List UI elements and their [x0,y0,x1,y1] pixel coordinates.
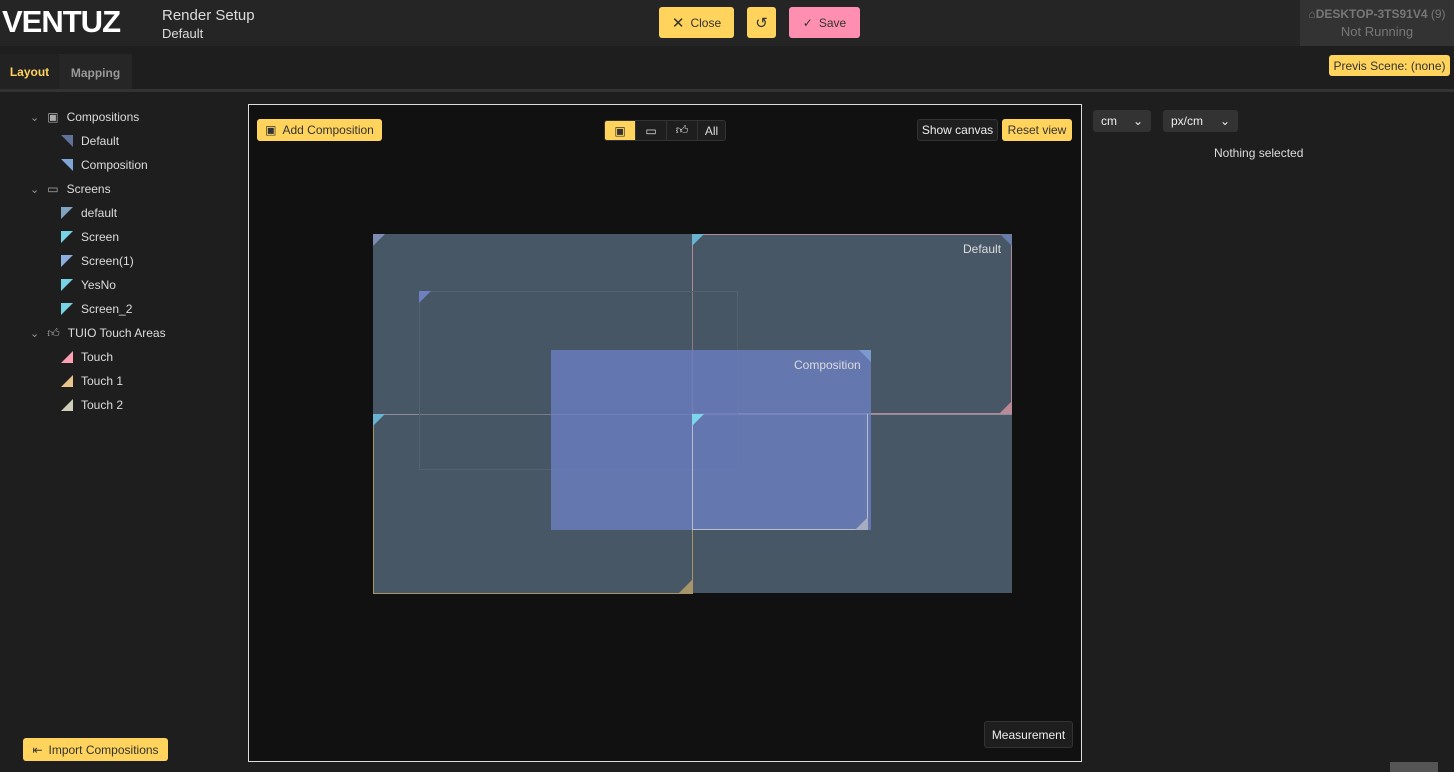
image-icon: ▣ [265,123,277,137]
color-swatch-icon [61,231,73,243]
color-swatch-icon [61,351,73,363]
chevron-down-icon: ⌄ [1132,114,1143,128]
tree-group-compositions[interactable]: ⌄ ▣ Compositions [30,110,140,124]
corner-marker [419,291,431,303]
chevron-down-icon[interactable]: ⌄ [30,183,40,196]
color-swatch-icon [61,303,73,315]
ventuz-logo: VENTUZ [2,4,121,39]
corner-marker [999,401,1012,414]
home-icon: ⌂ [1308,7,1316,21]
color-swatch-icon [61,207,73,219]
undo-button[interactable]: ↺ [747,7,776,38]
import-compositions-button[interactable]: ⇤ Import Compositions [23,738,168,761]
tree-group-screens[interactable]: ⌄ ▭ Screens [30,182,111,196]
corner-marker [859,350,871,362]
machine-status[interactable]: ⌂DESKTOP-3TS91V4 (9) Not Running [1300,0,1454,46]
tree-item[interactable]: Composition [61,156,148,174]
add-composition-button[interactable]: ▣ Add Composition [257,119,382,141]
window-title: Render Setup [162,7,255,24]
nothing-selected-text: Nothing selected [1214,146,1304,160]
unit-select[interactable]: cm ⌄ [1093,110,1151,132]
tree-item[interactable]: Screen_2 [61,300,132,318]
composition-label: Composition [794,358,861,372]
tab-bar: Layout Mapping [0,54,132,92]
density-select[interactable]: px/cm ⌄ [1163,110,1238,132]
chevron-down-icon[interactable]: ⌄ [30,327,40,340]
tree-item[interactable]: Default [61,132,119,150]
filter-toggle: ▣ ▭ 👍︎ All [604,120,726,141]
filter-touch[interactable]: 👍︎ [667,121,698,140]
show-canvas-button[interactable]: Show canvas [917,119,998,141]
thumbs-up-icon: 👍︎ [47,325,60,340]
tree-item[interactable]: Touch 1 [61,372,123,390]
monitor-icon: ▭ [47,182,59,196]
measurement-button[interactable]: Measurement [984,721,1073,748]
chevron-down-icon[interactable]: ⌄ [30,111,40,124]
tree-group-touch[interactable]: ⌄ 👍︎ TUIO Touch Areas [30,325,166,341]
close-icon: ✕ [671,14,685,32]
color-swatch-icon [61,375,73,387]
corner-marker [692,414,704,426]
window-subtitle: Default [162,26,204,41]
filter-compositions[interactable]: ▣ [605,121,636,140]
corner-marker [1000,234,1012,246]
corner-marker [692,234,704,246]
tree-item[interactable]: Screen [61,228,119,246]
touch-area-touch-2[interactable] [692,414,868,530]
filter-all[interactable]: All [698,121,725,140]
scrollbar[interactable] [1390,762,1438,772]
color-swatch-icon [61,159,73,171]
color-swatch-icon [61,135,73,147]
import-icon: ⇤ [32,742,43,757]
color-swatch-icon [61,399,73,411]
tree-item[interactable]: Touch 2 [61,396,123,414]
color-swatch-icon [61,279,73,291]
corner-marker [679,580,692,593]
close-button[interactable]: ✕ Close [659,7,734,38]
filter-screens[interactable]: ▭ [636,121,667,140]
image-icon: ▣ [47,110,59,124]
reset-view-button[interactable]: Reset view [1002,119,1072,141]
chevron-down-icon: ⌄ [1219,114,1230,128]
monitor-icon: ▭ [645,123,657,138]
corner-marker [855,517,868,530]
thumbs-up-icon: 👍︎ [675,123,689,137]
tree-item[interactable]: Touch [61,348,113,366]
tree-item[interactable]: YesNo [61,276,116,294]
top-bar: VENTUZ Render Setup Default ✕ Close ↺ ✓ Sa… [0,0,1454,46]
composition-composition[interactable] [551,350,871,530]
corner-marker [373,414,385,426]
corner-marker [373,234,385,246]
previs-scene-button[interactable]: Previs Scene: (none) [1329,55,1450,76]
tab-mapping[interactable]: Mapping [59,54,132,92]
color-swatch-icon [61,255,73,267]
tree-item[interactable]: Screen(1) [61,252,134,270]
tab-divider [0,89,1454,92]
undo-icon: ↺ [755,14,768,32]
check-icon: ✓ [802,15,813,30]
tree-item[interactable]: default [61,204,117,222]
save-button[interactable]: ✓ Save [789,7,860,38]
image-icon: ▣ [614,123,626,138]
default-label: Default [963,242,1002,256]
